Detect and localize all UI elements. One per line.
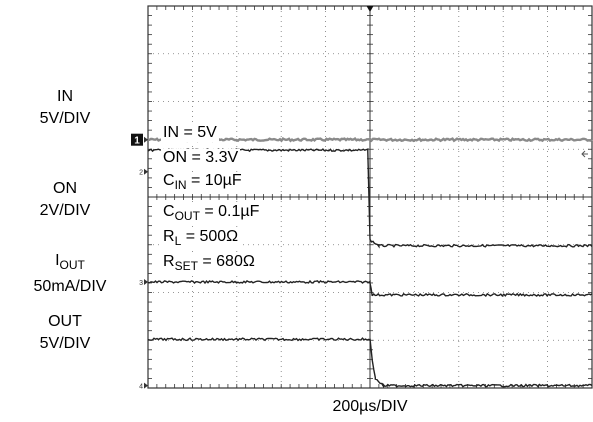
channel-marker-1: 1 (134, 136, 140, 147)
channel-marker-arrow (144, 278, 148, 285)
label-out-name: OUT (48, 313, 82, 330)
label-in-name: IN (57, 88, 73, 105)
label-out-scale: 5V/DIV (39, 335, 91, 352)
channel-marker-3: 3 (139, 280, 143, 287)
label-on-scale: 2V/DIV (39, 202, 91, 219)
trigger-level-marker (581, 150, 588, 158)
label-on-name: ON (53, 180, 77, 197)
channel-label-out: OUT 5V/DIV (30, 313, 100, 353)
label-iout-name: IOUT (55, 252, 85, 272)
condition-3: COUT = 0.1µF (161, 203, 262, 225)
channel-marker-box-1 (131, 133, 143, 146)
label-in-scale: 5V/DIV (39, 110, 91, 127)
channel-marker-arrow (144, 382, 148, 389)
trigger-marker (366, 6, 374, 12)
channel-marker-arrow (144, 136, 148, 143)
channel-label-on: ON 2V/DIV (30, 180, 100, 220)
trace-out (147, 337, 593, 389)
channel-marker-arrow (144, 168, 148, 175)
channel-label-in: IN 5V/DIV (30, 88, 100, 128)
condition-0: IN = 5V (161, 124, 219, 142)
channel-marker-2: 2 (139, 170, 143, 177)
x-axis-label: 200µs/DIV (332, 398, 408, 415)
condition-5: RSET = 680Ω (161, 253, 257, 275)
condition-2: CIN = 10µF (161, 172, 244, 194)
channel-label-iout: IOUT 50mA/DIV (30, 252, 110, 296)
condition-4: RL = 500Ω (161, 228, 241, 250)
trace-iout (148, 279, 593, 298)
channel-marker-4: 4 (139, 384, 143, 391)
grid (147, 5, 593, 389)
condition-1: ON = 3.3V (161, 149, 241, 167)
trace-in (147, 137, 593, 143)
channel-markers: 1 2 3 4 (131, 6, 588, 391)
label-iout-scale: 50mA/DIV (33, 278, 107, 295)
